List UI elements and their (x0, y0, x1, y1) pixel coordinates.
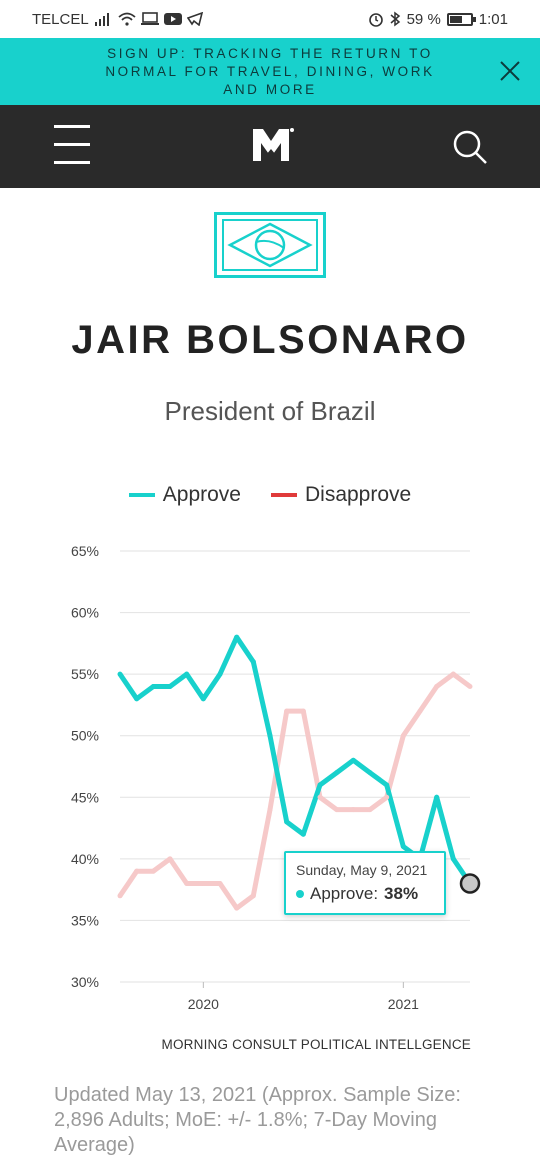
close-icon[interactable] (498, 59, 522, 83)
bluetooth-icon (390, 11, 400, 27)
y-tick-label: 65% (71, 543, 99, 559)
status-icons-right (368, 11, 401, 27)
battery-fill (449, 15, 462, 23)
legend-approve-label: Approve (162, 483, 241, 506)
data-point-disapprove (200, 880, 206, 886)
data-point-approve (384, 782, 390, 788)
data-point-approve (167, 683, 173, 689)
youtube-icon (163, 13, 182, 25)
data-point-approve (400, 844, 406, 850)
y-tick-label: 50% (71, 728, 99, 744)
data-point-disapprove (134, 868, 140, 874)
x-tick-label: 2021 (388, 996, 419, 1012)
update-note: Updated May 13, 2021 (Approx. Sample Siz… (54, 1084, 461, 1156)
wifi-icon (118, 12, 136, 26)
data-point-disapprove (467, 683, 473, 689)
signal-icon (94, 13, 109, 26)
legend-disapprove[interactable]: Disapprove (270, 483, 412, 507)
search-icon[interactable] (450, 127, 490, 167)
data-point-approve (267, 733, 273, 739)
page-subtitle: President of Brazil (164, 396, 376, 426)
data-point-approve (234, 634, 240, 640)
battery-percent: 59 % (406, 10, 441, 28)
data-point-approve (217, 671, 223, 677)
status-icons-left (94, 12, 203, 26)
data-point-approve (134, 696, 140, 702)
data-point-disapprove (167, 856, 173, 862)
telegram-icon (186, 12, 203, 26)
legend-disapprove-swatch (270, 493, 297, 497)
data-point-disapprove (367, 807, 373, 813)
data-point-disapprove (217, 880, 223, 886)
tooltip-row: Approve: 38% (296, 884, 434, 904)
page-title: JAIR BOLSONARO (71, 318, 469, 362)
tooltip-value: 38% (384, 884, 419, 903)
chart-legend: Approve Disapprove (0, 483, 540, 507)
data-point-approve (367, 770, 373, 776)
data-point-approve (434, 794, 440, 800)
data-point-disapprove (350, 807, 356, 813)
chart-tooltip: Sunday, May 9, 2021 Approve: 38% (284, 851, 446, 915)
data-point-disapprove (334, 807, 340, 813)
data-point-disapprove (400, 733, 406, 739)
data-point-disapprove (250, 893, 256, 899)
data-point-approve (334, 770, 340, 776)
battery-icon (446, 12, 476, 26)
data-point-approve (450, 856, 456, 862)
approval-line-chart[interactable]: 65% 60% 55% 50% 45% 40% 35% 30% 2020 2021 (0, 530, 540, 1030)
data-point-disapprove (184, 880, 190, 886)
y-tick-label: 60% (71, 605, 99, 621)
tooltip-date: Sunday, May 9, 2021 (296, 862, 428, 878)
data-point-disapprove (117, 893, 123, 899)
data-point-disapprove (234, 905, 240, 911)
y-tick-label: 35% (71, 912, 99, 928)
data-point-disapprove (384, 794, 390, 800)
data-point-approve (184, 671, 190, 677)
data-point-disapprove (150, 868, 156, 874)
data-point-disapprove (284, 708, 290, 714)
nav-bar (0, 105, 540, 188)
data-point-disapprove (450, 671, 456, 677)
data-point-approve (350, 757, 356, 763)
cast-icon (140, 12, 159, 25)
hamburger-menu-icon[interactable] (54, 125, 90, 165)
status-bar: TELCEL 59 % 1:01 (0, 0, 540, 38)
legend-disapprove-label: Disapprove (304, 483, 412, 506)
x-tick-label: 2020 (188, 996, 219, 1012)
y-tick-label: 45% (71, 789, 99, 805)
brazil-flag-icon (214, 212, 326, 278)
tooltip-label: Approve: (310, 884, 379, 903)
tooltip-approve-dot (296, 890, 304, 898)
clock: 1:01 (478, 10, 508, 28)
series-line-disapprove (117, 671, 472, 911)
carrier-label: TELCEL (32, 10, 89, 28)
data-point-disapprove (300, 708, 306, 714)
promo-banner-text[interactable]: SIGN UP: TRACKING THE RETURN TO NORMAL F… (105, 45, 435, 97)
y-tick-label: 30% (71, 974, 99, 990)
y-tick-label: 40% (71, 851, 99, 867)
data-point-disapprove (417, 708, 423, 714)
data-point-approve (117, 671, 123, 677)
data-point-approve (300, 831, 306, 837)
promo-banner[interactable]: SIGN UP: TRACKING THE RETURN TO NORMAL F… (0, 38, 540, 105)
status-bar-right: 59 % 1:01 (368, 11, 508, 28)
data-point-disapprove (267, 807, 273, 813)
data-point-approve (150, 683, 156, 689)
data-point-approve (250, 659, 256, 665)
chart-source: MORNING CONSULT POLITICAL INTELLGENCE (161, 1037, 471, 1052)
legend-approve[interactable]: Approve (128, 483, 241, 507)
data-point-disapprove (434, 683, 440, 689)
y-tick-label: 55% (71, 666, 99, 682)
hover-marker (459, 873, 481, 894)
data-point-approve (200, 696, 206, 702)
status-bar-left: TELCEL (32, 11, 203, 28)
alarm-icon (368, 13, 383, 27)
data-point-approve (284, 819, 290, 825)
data-point-disapprove (317, 794, 323, 800)
legend-approve-swatch (128, 493, 155, 497)
morning-consult-logo[interactable] (251, 125, 295, 165)
data-point-approve (317, 782, 323, 788)
